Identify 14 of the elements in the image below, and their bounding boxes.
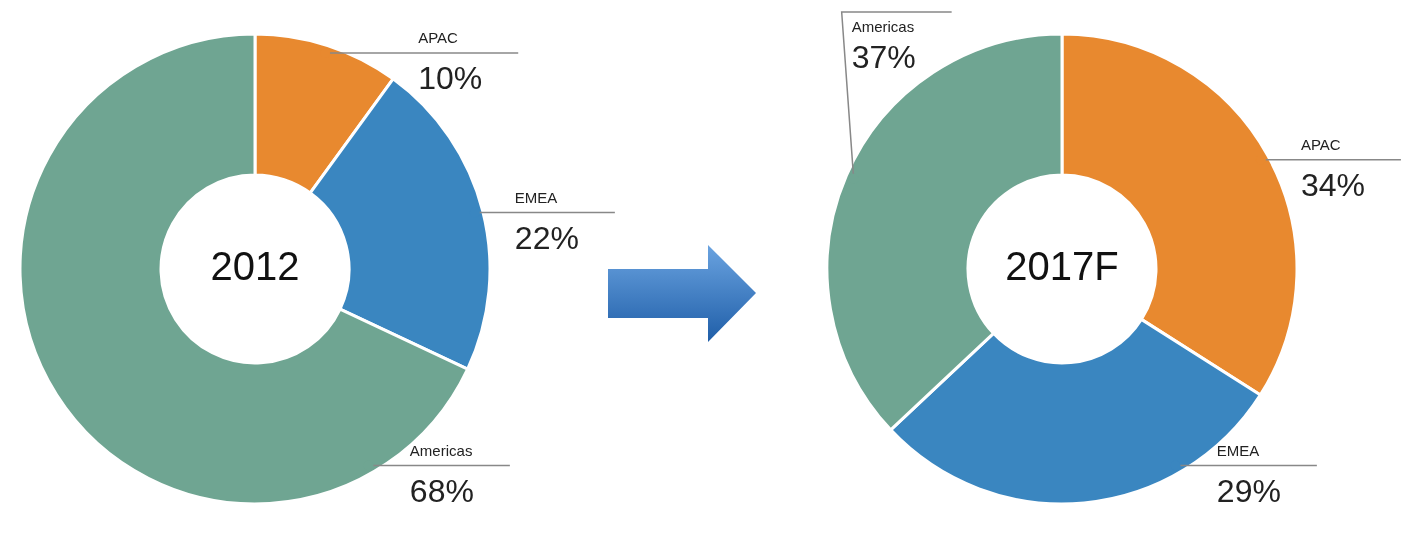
data-label: 34% xyxy=(1300,166,1365,203)
text: 2017F xyxy=(1005,244,1119,289)
slice-label: EMEA xyxy=(1216,441,1260,459)
text: 2012 xyxy=(210,244,300,289)
data-label: 29% xyxy=(1216,472,1281,509)
data-label: 68% xyxy=(409,472,474,509)
slice-label: APAC xyxy=(418,29,459,47)
data-label: 22% xyxy=(514,219,579,256)
slice-label: APAC xyxy=(1300,135,1341,153)
slice-label: Americas xyxy=(851,18,915,35)
slice-label: EMEA xyxy=(514,188,558,206)
data-label: 37% xyxy=(851,39,916,75)
data-label: 10% xyxy=(418,60,483,97)
slice-label: Americas xyxy=(409,441,473,459)
